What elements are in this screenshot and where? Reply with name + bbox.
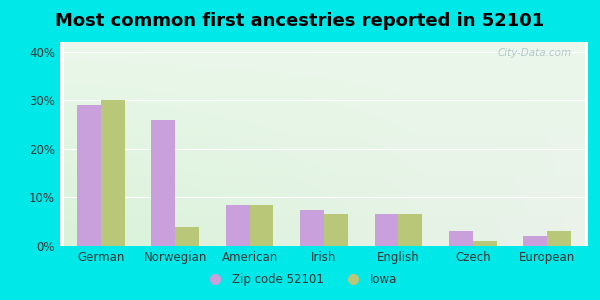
Bar — [449, 231, 473, 246]
Bar — [300, 210, 324, 246]
Bar — [398, 214, 422, 246]
Bar — [250, 205, 274, 246]
Bar — [473, 241, 497, 246]
Bar — [226, 205, 250, 246]
Text: City-Data.com: City-Data.com — [498, 48, 572, 58]
Bar — [523, 236, 547, 246]
Bar — [151, 120, 175, 246]
Bar — [77, 105, 101, 246]
Bar — [547, 231, 571, 246]
Bar — [324, 214, 348, 246]
Text: Most common first ancestries reported in 52101: Most common first ancestries reported in… — [55, 12, 545, 30]
Bar — [374, 214, 398, 246]
Legend: Zip code 52101, Iowa: Zip code 52101, Iowa — [199, 269, 401, 291]
Bar — [175, 226, 199, 246]
Bar — [101, 100, 125, 246]
